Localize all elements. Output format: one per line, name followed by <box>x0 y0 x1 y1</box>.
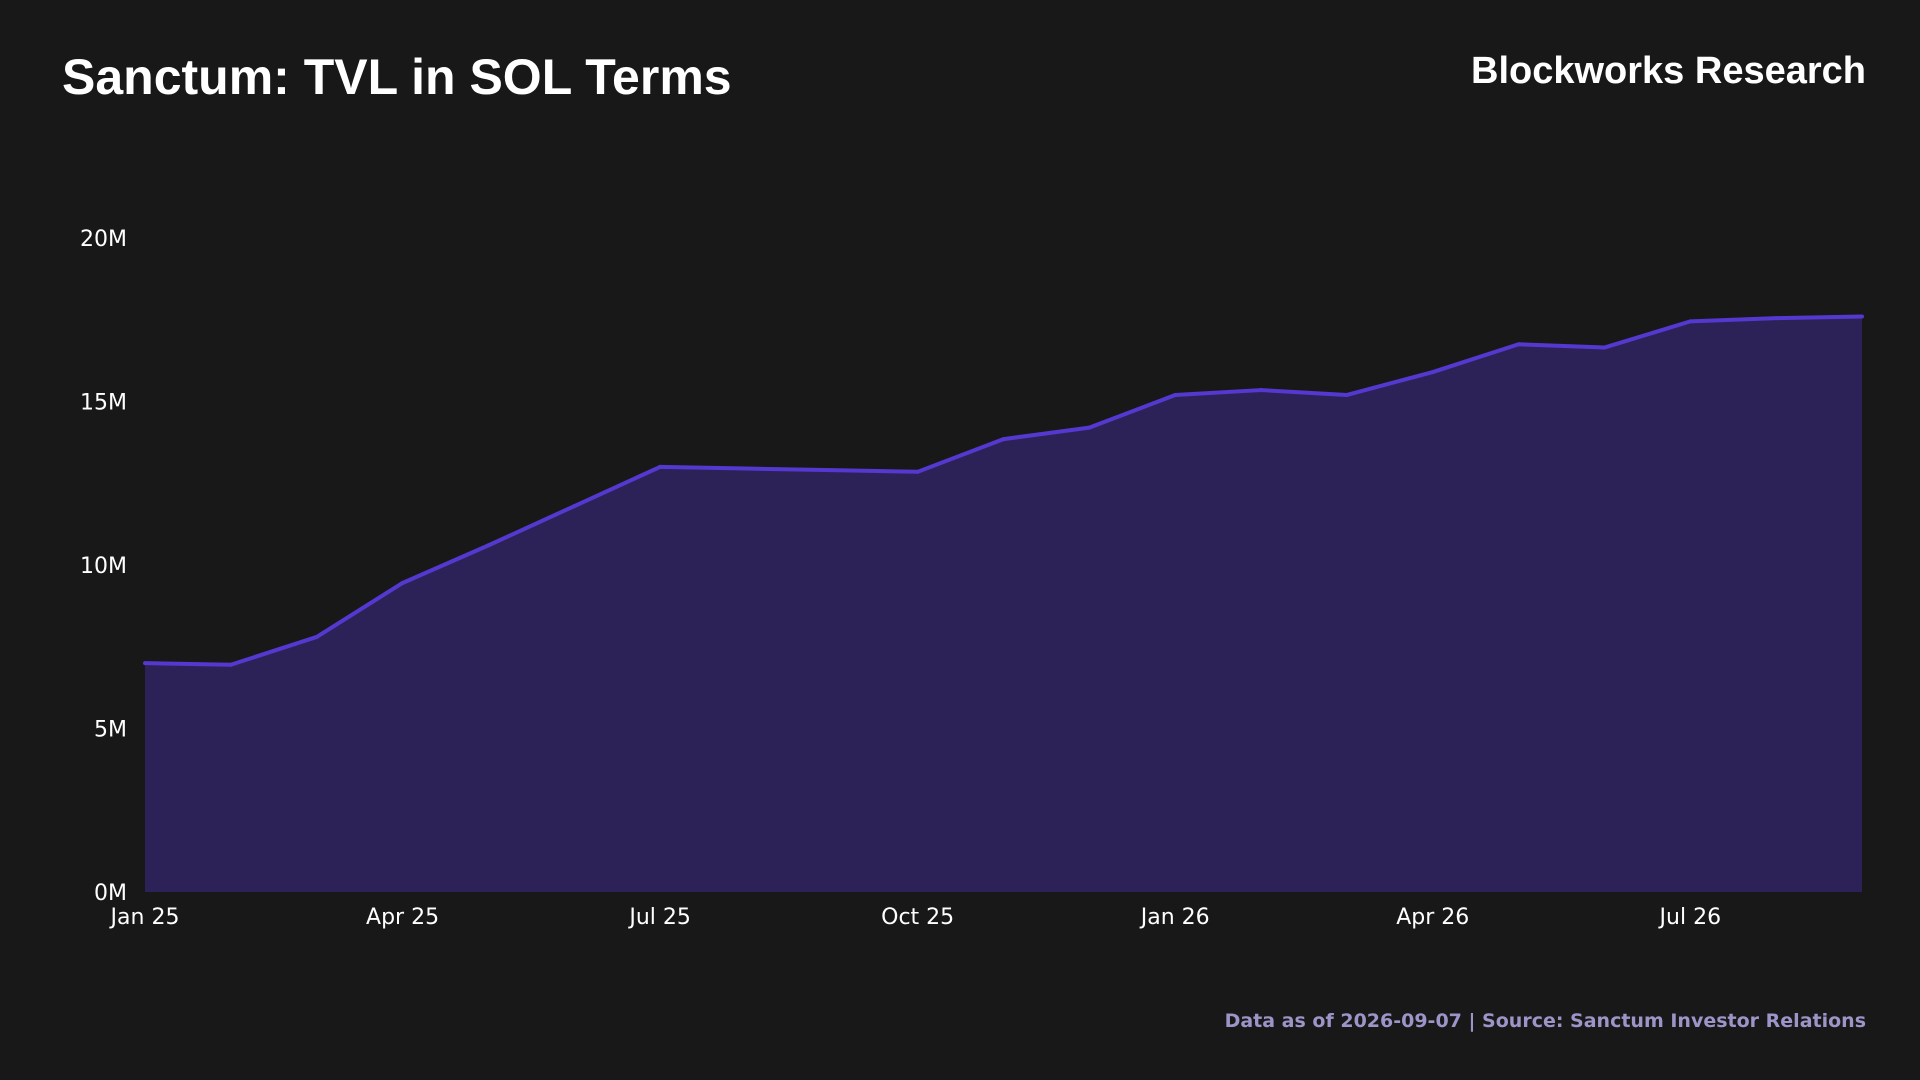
data-point <box>1087 425 1092 430</box>
data-point <box>1001 437 1006 442</box>
x-tick-label: Apr 25 <box>366 905 439 930</box>
data-point <box>314 634 319 639</box>
y-tick-label: 10M <box>80 554 127 579</box>
x-tick-label: Apr 26 <box>1396 905 1469 930</box>
x-tick-label: Jan 25 <box>109 905 180 930</box>
data-point <box>1602 345 1607 350</box>
brand-label: Blockworks Research <box>1471 50 1866 92</box>
data-point <box>743 466 748 471</box>
y-tick-label: 0M <box>94 881 127 906</box>
data-point <box>1430 370 1435 375</box>
series-area <box>145 316 1862 893</box>
data-point <box>1688 319 1693 324</box>
y-tick-label: 5M <box>94 718 127 743</box>
y-tick-label: 15M <box>80 391 127 416</box>
x-tick-label: Jul 25 <box>627 905 691 930</box>
data-point <box>143 661 147 666</box>
x-tick-label: Jan 26 <box>1139 905 1210 930</box>
data-point <box>1860 314 1864 319</box>
data-point <box>1774 316 1779 321</box>
data-point <box>228 662 233 667</box>
x-tick-label: Jul 26 <box>1658 905 1722 930</box>
data-point <box>1516 342 1521 347</box>
data-points <box>143 314 1864 667</box>
data-point <box>829 468 834 473</box>
y-tick-label: 20M <box>80 227 127 252</box>
data-point <box>1173 392 1178 397</box>
data-point <box>486 543 491 548</box>
data-point <box>400 580 405 585</box>
data-point <box>915 469 920 474</box>
source-note: Data as of 2026-09-07 | Source: Sanctum … <box>1224 1010 1866 1032</box>
data-point <box>1259 388 1264 393</box>
data-point <box>658 464 663 469</box>
y-axis: 0M 5M 10M 15M 20M <box>80 227 127 906</box>
data-point <box>1344 392 1349 397</box>
chart-title: Sanctum: TVL in SOL Terms <box>62 49 732 105</box>
x-axis: Jan 25 Apr 25 Jul 25 Oct 25 Jan 26 Apr 26 Jul … <box>109 905 1722 930</box>
x-tick-label: Oct 25 <box>881 905 954 930</box>
data-point <box>572 504 577 509</box>
